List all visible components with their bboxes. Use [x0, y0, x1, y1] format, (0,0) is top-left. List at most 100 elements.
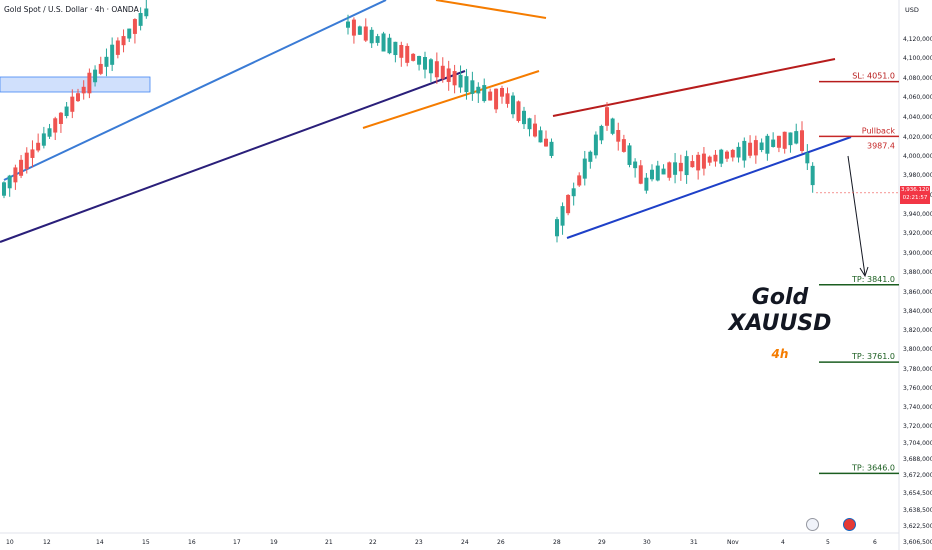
level-label: SL: 4051.0 [852, 72, 895, 81]
candle-body [104, 56, 109, 67]
y-axis-tick: 3,638,500 [903, 507, 932, 514]
y-axis-tick: 3,860,000 [903, 289, 932, 296]
candle-body [2, 182, 6, 196]
projection-arrow-head [859, 266, 869, 278]
candle-body [110, 44, 115, 65]
candle-body [776, 135, 781, 148]
y-axis-tick: 4,060,000 [903, 94, 932, 101]
candle-body [742, 140, 747, 161]
candle-body [725, 151, 729, 159]
current-price-value: 3,936.120 [901, 187, 929, 193]
trend-line-navy [0, 70, 466, 243]
x-axis-tick: 21 [325, 539, 333, 546]
candle-body [470, 80, 475, 94]
candle-body [753, 140, 758, 156]
chart-annotation: Gold XAUUSD 4h [700, 285, 860, 361]
x-axis-tick: 23 [415, 539, 423, 546]
candle-body [759, 142, 764, 150]
y-axis-tick: 3,740,000 [903, 404, 932, 411]
trend-line-blue-upper [3, 0, 387, 181]
candle-body [19, 159, 24, 176]
y-axis-tick: 3,672,000 [903, 472, 932, 479]
x-axis-tick: 4 [781, 539, 785, 546]
candle-body [375, 36, 380, 43]
annotation-title: Gold [751, 285, 809, 310]
currency-label: USD [905, 6, 919, 14]
candle-body [434, 61, 439, 78]
x-axis-tick: 29 [598, 539, 606, 546]
y-axis-tick: 3,760,000 [903, 385, 932, 392]
candle-body [701, 153, 706, 169]
candle-body [87, 72, 92, 94]
y-axis-tick: 4,080,000 [903, 75, 932, 82]
x-axis-tick: 6 [873, 539, 877, 546]
y-axis-tick: 3,980,000 [903, 172, 932, 179]
flag-us-icon[interactable] [843, 518, 856, 531]
candle-body [476, 86, 481, 94]
candle-body [138, 12, 143, 26]
candle-body [810, 165, 815, 186]
x-axis-tick: 15 [142, 539, 150, 546]
candle-body [673, 162, 678, 175]
candle-body [577, 175, 582, 186]
x-axis-tick: 17 [233, 539, 241, 546]
candle-body [771, 139, 776, 147]
candle-body [440, 65, 445, 79]
candle-body [684, 156, 689, 176]
candle-body [488, 91, 493, 101]
lightning-icon[interactable] [806, 518, 819, 531]
candle-body [696, 154, 701, 171]
y-axis-tick: 3,654,500 [903, 490, 932, 497]
candle-body [98, 63, 103, 74]
y-axis-tick: 4,000,000 [903, 153, 932, 160]
candle-body [805, 152, 810, 164]
annotation-timeframe: 4h [771, 347, 789, 361]
candle-body [661, 168, 666, 175]
x-axis-tick: 10 [6, 539, 14, 546]
wedge-line-blue [566, 136, 852, 239]
candle-body [357, 26, 362, 35]
candle-body [616, 130, 621, 142]
candle-body [121, 36, 126, 46]
symbol-title: Gold Spot / U.S. Dollar · 4h · OANDA [4, 5, 139, 14]
candle-body [678, 162, 683, 172]
candle-body [81, 86, 86, 94]
candle-body [346, 21, 350, 28]
x-axis-tick: 16 [188, 539, 196, 546]
candle-body [560, 206, 565, 226]
level-label: Pullback [862, 126, 896, 135]
candle-body [655, 165, 660, 181]
x-axis-tick: 24 [461, 539, 469, 546]
candle-body [782, 131, 787, 149]
y-axis-tick: 3,688,000 [903, 456, 932, 463]
candle-body [24, 152, 29, 169]
y-axis-tick: 4,040,000 [903, 114, 932, 121]
y-axis-tick: 4,100,000 [903, 55, 932, 62]
candle-body [605, 107, 609, 126]
level-label: TP: 3646.0 [851, 463, 895, 472]
x-axis-tick: 28 [553, 539, 561, 546]
x-axis-tick: 12 [43, 539, 51, 546]
candle-body [387, 37, 392, 54]
candle-body [399, 45, 404, 58]
x-axis-tick: 5 [826, 539, 830, 546]
candle-body [582, 158, 587, 179]
candle-body [516, 101, 521, 121]
candle-body [500, 87, 504, 97]
candle-body [41, 133, 46, 146]
candle-body [788, 132, 793, 146]
x-axis-tick: Nov [727, 539, 739, 546]
candle-body [800, 130, 804, 152]
candle-body [765, 135, 770, 154]
y-axis-tick: 4,020,000 [903, 134, 932, 141]
candle-body [713, 154, 718, 162]
candle-body [549, 141, 554, 156]
x-axis-tick: 31 [690, 539, 698, 546]
candle-body [633, 161, 638, 169]
candle-body [405, 45, 410, 63]
candle-body [144, 8, 149, 17]
candle-body [64, 106, 69, 117]
x-axis-tick: 26 [497, 539, 505, 546]
candle-body [736, 146, 741, 158]
